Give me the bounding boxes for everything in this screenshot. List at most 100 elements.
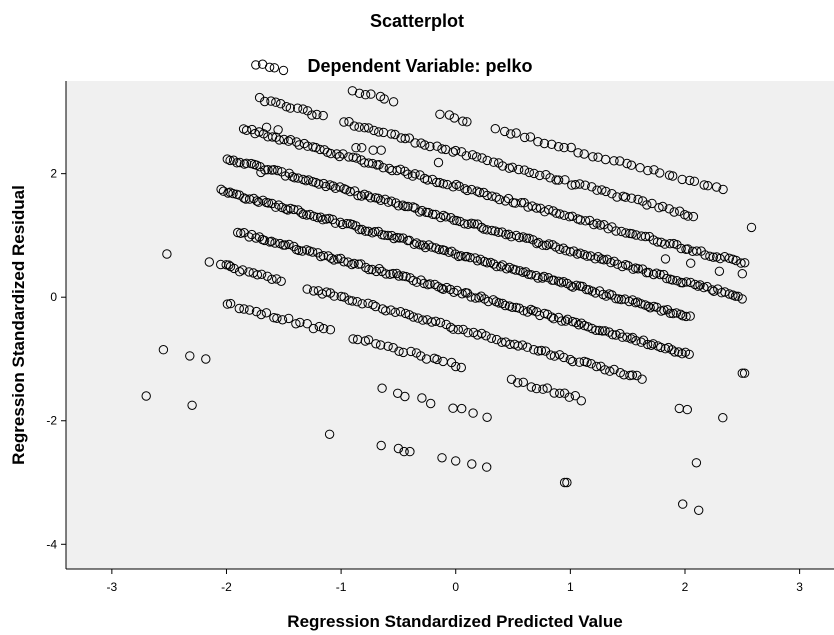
data-point [274, 135, 284, 145]
data-point [664, 204, 674, 214]
data-point [477, 328, 487, 339]
data-point [435, 109, 445, 120]
data-point [458, 116, 468, 126]
data-point [626, 193, 637, 203]
data-point [239, 193, 249, 203]
data-point [393, 443, 404, 454]
data-point [703, 181, 713, 191]
data-point [575, 179, 585, 189]
data-point [439, 245, 450, 256]
data-point [547, 139, 557, 150]
data-point [271, 97, 281, 107]
data-point [314, 321, 324, 332]
data-point [312, 212, 323, 223]
data-point [395, 164, 406, 175]
data-point [470, 293, 481, 303]
data-point [421, 354, 432, 364]
data-point [417, 393, 427, 403]
data-point [642, 339, 653, 350]
data-point [455, 216, 465, 227]
data-point [284, 313, 294, 324]
data-point [266, 96, 276, 106]
data-point [267, 274, 277, 284]
data-point [472, 186, 482, 196]
data-point [607, 189, 617, 199]
data-point [627, 295, 638, 305]
data-point [546, 312, 557, 322]
data-point [286, 135, 296, 145]
data-point [521, 267, 531, 277]
data-point [557, 316, 567, 326]
data-point [656, 342, 666, 353]
data-point [339, 117, 349, 127]
data-point [533, 137, 543, 147]
data-point [655, 269, 665, 280]
data-point [720, 252, 730, 262]
data-point [365, 193, 376, 203]
data-point [408, 202, 418, 212]
data-point [187, 400, 197, 410]
data-point [720, 287, 730, 297]
data-point [204, 257, 215, 267]
data-point [357, 143, 367, 153]
data-point [582, 357, 592, 367]
data-point [500, 126, 510, 137]
data-point [368, 300, 378, 310]
data-point [594, 286, 605, 296]
x-tick-label: 0 [452, 580, 459, 594]
data-point [491, 192, 501, 202]
data-point [553, 175, 564, 185]
data-point [682, 404, 692, 415]
data-point [556, 278, 567, 288]
data-point [251, 60, 261, 70]
data-point [445, 284, 456, 295]
data-point [451, 215, 462, 226]
data-point [307, 247, 318, 257]
data-point [591, 325, 601, 335]
x-tick-label: -3 [107, 580, 118, 594]
data-point [394, 271, 404, 281]
data-point [281, 102, 292, 112]
data-point [321, 287, 332, 297]
data-point [437, 144, 447, 154]
data-point [419, 278, 429, 289]
data-point [280, 240, 290, 250]
data-point [241, 125, 252, 136]
data-point [308, 323, 319, 334]
data-point [501, 337, 511, 347]
data-point [394, 233, 405, 243]
data-point [716, 288, 727, 298]
data-point [588, 152, 598, 162]
data-point [539, 271, 549, 282]
data-point [261, 122, 272, 133]
data-point [252, 270, 263, 280]
data-point [401, 271, 411, 282]
data-point [359, 123, 370, 133]
data-point [379, 230, 390, 240]
data-point [386, 129, 396, 139]
data-point [573, 148, 583, 158]
data-point [374, 264, 384, 274]
data-point [477, 222, 487, 233]
data-point [456, 251, 466, 261]
data-point [321, 181, 331, 192]
data-point [637, 374, 647, 384]
data-point [436, 283, 447, 293]
data-point [636, 299, 646, 309]
data-point [378, 163, 388, 173]
data-point [667, 345, 677, 355]
data-point [459, 219, 470, 229]
data-point [273, 125, 283, 135]
data-point [259, 235, 270, 246]
data-point [724, 289, 734, 299]
data-point [360, 226, 371, 236]
data-point [363, 123, 374, 133]
data-point [715, 253, 725, 264]
data-point [352, 297, 362, 307]
data-point [660, 254, 671, 264]
data-point [560, 175, 570, 185]
data-point [418, 240, 428, 250]
x-axis-ticks: -3 -2 -1 0 1 2 3 [107, 569, 803, 594]
data-point [312, 109, 322, 120]
data-point [492, 334, 502, 345]
